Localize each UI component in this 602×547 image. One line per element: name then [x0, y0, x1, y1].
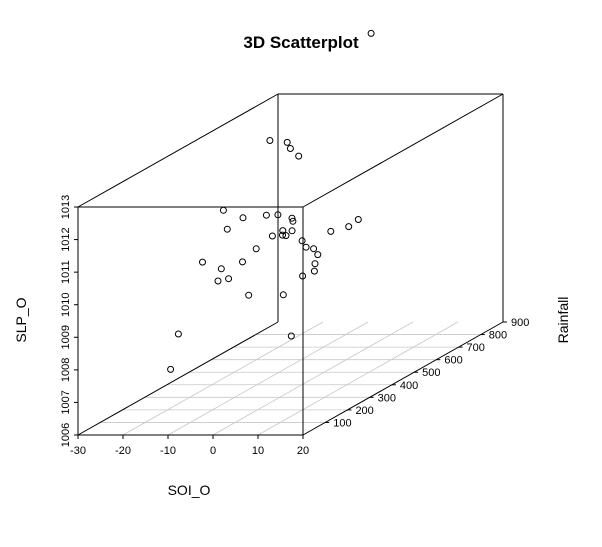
box-edge	[77, 321, 279, 436]
data-point	[274, 211, 282, 219]
data-point	[199, 258, 206, 266]
x-tick-label: -30	[70, 445, 86, 457]
data-point	[214, 277, 222, 285]
tick-labels: -30 -20 -10 0 10 20 100 200 300 400 500 600 700 800 90…	[60, 195, 529, 457]
data-point	[367, 29, 375, 37]
data-point	[262, 211, 270, 219]
data-point	[302, 243, 310, 251]
data-point	[310, 245, 318, 253]
data-point	[310, 267, 318, 275]
box-frame	[77, 93, 504, 436]
y-tick-label: 600	[444, 355, 462, 367]
data-points	[167, 29, 375, 373]
y-tick-label: 300	[378, 392, 396, 404]
z-tick-label: 1006	[60, 423, 72, 447]
data-point	[279, 227, 287, 235]
y-tick-label: 400	[400, 380, 418, 392]
data-point	[225, 275, 233, 283]
data-point	[327, 227, 335, 235]
floor-grid	[100, 321, 481, 436]
y-tick-label: 900	[511, 317, 529, 329]
data-point	[354, 216, 362, 223]
grid-line-x	[167, 321, 369, 436]
y-tick-label: 200	[355, 405, 373, 417]
data-point	[289, 217, 297, 225]
data-point	[252, 245, 260, 253]
box-edge	[302, 321, 504, 436]
z-tick-label: 1011	[60, 260, 72, 284]
grid-line-x	[122, 321, 324, 436]
data-point	[174, 330, 182, 338]
x-tick-label: 10	[252, 445, 264, 457]
z-tick-label: 1009	[60, 325, 72, 349]
x-tick-label: 0	[210, 445, 216, 457]
z-tick-label: 1013	[60, 195, 72, 219]
data-point	[279, 231, 286, 239]
x-axis-title: SOI_O	[168, 482, 211, 498]
y-tick-label: 700	[467, 342, 485, 354]
data-point	[245, 291, 253, 299]
data-point	[288, 227, 296, 235]
data-point	[299, 272, 307, 280]
z-axis-title: SLP_O	[13, 297, 29, 342]
y-axis-title: Rainfall	[555, 297, 571, 344]
data-point	[217, 265, 225, 273]
x-tick-label: -10	[160, 445, 176, 457]
data-point	[239, 258, 246, 266]
y-tick-label: 500	[422, 367, 440, 379]
box-edge	[77, 93, 279, 208]
data-point	[268, 232, 276, 240]
data-point	[286, 145, 294, 152]
z-tick-label: 1007	[60, 390, 72, 414]
data-point	[219, 206, 227, 214]
y-tick-label: 100	[333, 417, 351, 429]
y-tick-label: 800	[489, 330, 507, 342]
x-tick-label: -20	[115, 445, 131, 457]
z-tick-label: 1008	[60, 358, 72, 382]
data-point	[282, 232, 290, 240]
z-tick-label: 1010	[60, 292, 72, 316]
box-edge	[302, 93, 504, 208]
x-tick-label: 20	[297, 445, 309, 457]
data-point	[295, 152, 303, 160]
data-point	[266, 137, 274, 144]
data-point	[311, 260, 319, 268]
grid-line-x	[212, 321, 414, 436]
data-point	[287, 332, 295, 340]
data-point	[223, 225, 231, 233]
z-tick-label: 1012	[60, 227, 72, 251]
chart-title: 3D Scatterplot	[243, 33, 359, 52]
data-point	[314, 251, 322, 259]
data-point	[167, 365, 175, 373]
data-point	[298, 237, 306, 245]
grid-line-x	[257, 321, 459, 436]
data-point	[283, 138, 291, 146]
data-point	[279, 291, 287, 299]
data-point	[345, 223, 353, 231]
data-point	[239, 214, 247, 222]
data-point	[288, 214, 296, 222]
